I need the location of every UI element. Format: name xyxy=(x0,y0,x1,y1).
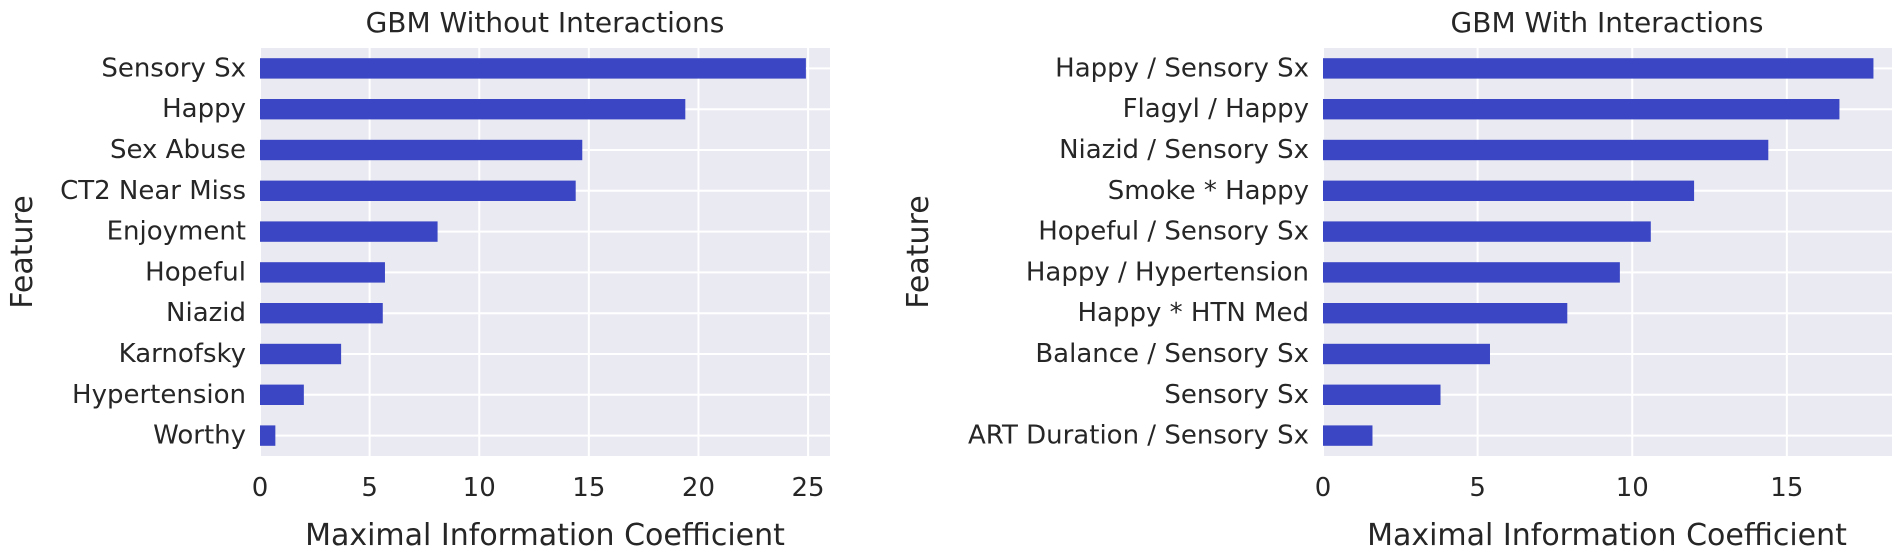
y-tick-label: Happy * HTN Med xyxy=(1078,298,1310,328)
chart-panel-2: Happy / Sensory Sx Flagyl / Happy Niazid /… xyxy=(901,6,1892,553)
x-axis-label: Maximal Information Coefficient xyxy=(305,518,785,553)
x-tick-label: 20 xyxy=(682,473,715,503)
y-tick-label: Sensory Sx xyxy=(1164,380,1309,410)
y-tick-label: Sensory Sx xyxy=(101,53,246,83)
x-tick-label: 15 xyxy=(572,473,605,503)
y-tick-label: Happy / Hypertension xyxy=(1026,257,1309,287)
x-tick-label: 5 xyxy=(1469,473,1486,503)
y-tick-label: Worthy xyxy=(153,421,246,451)
y-tick-label: Karnofsky xyxy=(119,339,246,369)
bar xyxy=(260,221,438,242)
y-tick-label: Enjoyment xyxy=(107,217,246,247)
bar xyxy=(1323,180,1695,201)
y-tick-label: Happy / Sensory Sx xyxy=(1055,53,1309,83)
bar xyxy=(1323,99,1840,120)
bar xyxy=(1323,425,1373,446)
y-tick-label: Smoke * Happy xyxy=(1108,176,1309,206)
y-tick-label: Niazid xyxy=(166,298,246,328)
bar xyxy=(260,384,304,405)
y-tick-label: Flagyl / Happy xyxy=(1123,94,1309,124)
bar xyxy=(260,303,383,324)
y-axis-label: Feature xyxy=(5,195,40,308)
bar xyxy=(260,139,583,161)
y-tick-label: ART Duration / Sensory Sx xyxy=(968,421,1309,451)
y-tick-label: Happy xyxy=(162,94,246,124)
y-tick-label: Niazid / Sensory Sx xyxy=(1059,135,1309,165)
bar xyxy=(1323,221,1651,242)
y-tick-label: Hypertension xyxy=(72,380,246,410)
bar xyxy=(260,180,576,201)
y-tick-label: CT2 Near Miss xyxy=(60,176,246,206)
x-tick-label: 10 xyxy=(1616,473,1649,503)
bar xyxy=(260,343,342,365)
y-tick-label: Hopeful xyxy=(145,257,246,287)
y-axis-label: Feature xyxy=(901,195,936,308)
x-axis-label: Maximal Information Coefficient xyxy=(1367,518,1847,553)
chart-title: GBM Without Interactions xyxy=(366,6,725,39)
chart-title: GBM With Interactions xyxy=(1451,6,1764,39)
bar xyxy=(1323,384,1441,405)
x-tick-label: 15 xyxy=(1770,473,1803,503)
bar xyxy=(260,425,276,446)
y-tick-label: Sex Abuse xyxy=(110,135,246,165)
bar xyxy=(260,262,385,283)
bar xyxy=(1323,343,1490,365)
x-tick-label: 5 xyxy=(361,473,378,503)
x-tick-label: 0 xyxy=(252,473,269,503)
y-tick-label: Balance / Sensory Sx xyxy=(1035,339,1309,369)
bar xyxy=(1323,303,1568,324)
x-tick-label: 10 xyxy=(463,473,496,503)
bar xyxy=(260,99,686,120)
chart-panel-1: Sensory Sx Happy Sex Abuse CT2 Near Miss Enj… xyxy=(5,6,830,553)
bar xyxy=(1323,139,1769,161)
x-tick-label: 25 xyxy=(792,473,825,503)
bar xyxy=(260,58,806,79)
bar xyxy=(1323,262,1620,283)
bar xyxy=(1323,58,1874,79)
y-tick-label: Hopeful / Sensory Sx xyxy=(1038,217,1309,247)
x-tick-label: 0 xyxy=(1315,473,1332,503)
